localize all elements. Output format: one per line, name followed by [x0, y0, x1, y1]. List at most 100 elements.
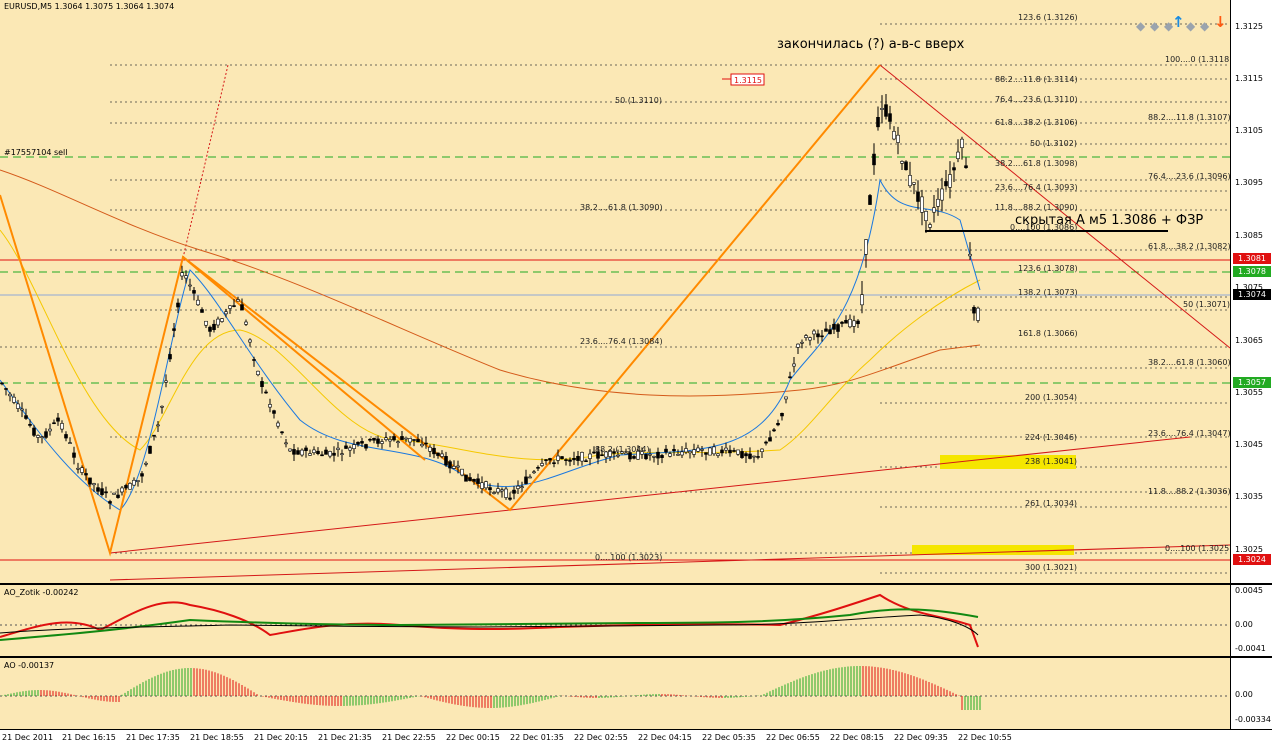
price-chart-canvas[interactable]: 123.6 (1.3126) 100....0 (1.3118) 88.2...… — [0, 0, 1230, 583]
candle-body — [216, 318, 220, 326]
candle-body — [404, 437, 408, 440]
candle-body — [776, 422, 780, 426]
candle-body — [556, 455, 560, 461]
candle-body — [200, 309, 204, 313]
diamond-icon[interactable]: ◆ — [1186, 19, 1196, 33]
candle-body — [100, 488, 104, 495]
candle-body — [180, 272, 184, 277]
candle-body — [828, 329, 832, 335]
candle-body — [964, 165, 968, 169]
time-label: 21 Dec 20:15 — [254, 733, 308, 742]
fib-label: 88.2....11.8 (1.3114) — [995, 75, 1078, 84]
candle-body — [740, 451, 744, 458]
price-tag-red: 1.3024 — [1233, 554, 1271, 565]
candle-body — [880, 108, 884, 110]
candle-body — [388, 439, 392, 442]
candle-body — [532, 471, 536, 474]
candle-body — [112, 492, 116, 495]
panel-separator[interactable] — [0, 583, 1272, 585]
fib-label: 11.8....88.2 (1.3036) — [1148, 487, 1230, 496]
candle-body — [636, 450, 640, 460]
candle-body — [456, 465, 460, 468]
time-label: 22 Dec 09:35 — [894, 733, 948, 742]
candle-body — [784, 396, 788, 400]
time-label: 22 Dec 08:15 — [830, 733, 884, 742]
panel-separator[interactable] — [0, 656, 1272, 658]
candle-body — [620, 451, 624, 454]
candle-body — [328, 451, 332, 457]
fib-label: 123.6 (1.3078) — [1018, 264, 1078, 273]
price-tag-green: 1.3078 — [1233, 266, 1271, 277]
time-label: 22 Dec 10:55 — [958, 733, 1012, 742]
fib-label: 38.2....61.8 (1.3098) — [995, 159, 1078, 168]
time-axis[interactable]: 21 Dec 2011 21 Dec 16:15 21 Dec 17:35 21… — [0, 729, 1272, 749]
time-label: 22 Dec 01:35 — [510, 733, 564, 742]
candle-body — [484, 481, 488, 489]
candle-body — [684, 448, 688, 453]
candle-body — [792, 363, 796, 367]
ao-zotik-axis-label: 0.0045 — [1235, 586, 1263, 595]
diamond-icon[interactable]: ◆ — [1136, 19, 1146, 33]
candle-body — [928, 224, 932, 228]
ao-zotik-axis-label: -0.0041 — [1235, 644, 1266, 653]
candle-body — [692, 449, 696, 455]
candle-body — [856, 320, 860, 325]
candle-body — [772, 429, 776, 432]
arrow-down-icon[interactable]: ↓ — [1214, 13, 1227, 31]
diamond-icon[interactable]: ◆ — [1164, 19, 1174, 33]
candle-body — [592, 451, 596, 454]
candle-body — [436, 452, 440, 456]
candle-body — [176, 302, 180, 308]
red-levels — [0, 259, 1230, 561]
arrow-up-icon[interactable]: ↑ — [1172, 13, 1185, 31]
candle-body — [464, 474, 468, 482]
candle-body — [696, 447, 700, 452]
candle-body — [884, 104, 888, 117]
candle-body — [952, 167, 956, 171]
candle-body — [476, 478, 480, 484]
candle-body — [896, 134, 900, 143]
candle-body — [564, 459, 568, 461]
diamond-icon[interactable]: ◆ — [1150, 19, 1160, 33]
candle-body — [836, 324, 840, 332]
candle-body — [968, 253, 972, 257]
ao-zotik-axis[interactable]: 0.0045 0.00 -0.0041 — [1230, 585, 1272, 656]
fib-label: 38.2....61.8 (1.3090) — [580, 203, 663, 212]
candle-body — [812, 330, 816, 335]
candle-body — [972, 307, 976, 314]
fib-labels: 123.6 (1.3126) 100....0 (1.3118) 88.2...… — [580, 13, 1230, 572]
candle-body — [136, 480, 140, 482]
price-axis[interactable]: 1.3125 1.3115 1.3105 1.3095 1.3085 1.307… — [1230, 0, 1272, 583]
price-axis-label: 1.3115 — [1235, 74, 1263, 83]
ao-title: AO -0.00137 — [4, 661, 54, 670]
ao-axis-label: 0.00 — [1235, 690, 1253, 699]
candle-body — [416, 439, 420, 443]
fib-label: 88.2....11.8 (1.3107) — [1148, 113, 1230, 122]
fib-label: 224 (1.3046) — [1025, 433, 1077, 442]
candle-body — [680, 451, 684, 456]
candle-body — [8, 393, 12, 397]
candle-body — [52, 422, 56, 425]
candle-body — [508, 497, 512, 500]
order-label[interactable]: #17557104 sell — [4, 148, 68, 157]
candlesticks — [0, 93, 980, 510]
candle-body — [920, 196, 924, 213]
candle-body — [976, 307, 980, 321]
ao-axis[interactable]: 0.00 -0.00334 — [1230, 658, 1272, 729]
diamond-icon[interactable]: ◆ — [1200, 19, 1210, 33]
candle-body — [76, 467, 80, 470]
ao-panel[interactable]: AO -0.00137 — [0, 658, 1230, 729]
candle-body — [24, 415, 28, 419]
fib-label: 161.8 (1.3066) — [1018, 329, 1078, 338]
price-axis-label: 1.3055 — [1235, 388, 1263, 397]
candle-body — [64, 434, 68, 439]
candle-body — [760, 448, 764, 452]
candle-body — [916, 191, 920, 202]
ao-zotik-panel[interactable]: AO_Zotik -0.00242 — [0, 585, 1230, 656]
ao-histogram — [1, 666, 981, 710]
fib-label: 50 (1.3110) — [615, 96, 662, 105]
candle-body — [524, 476, 528, 484]
candle-body — [528, 476, 532, 479]
candle-body — [356, 441, 360, 445]
main-chart-panel[interactable]: 123.6 (1.3126) 100....0 (1.3118) 88.2...… — [0, 0, 1230, 583]
